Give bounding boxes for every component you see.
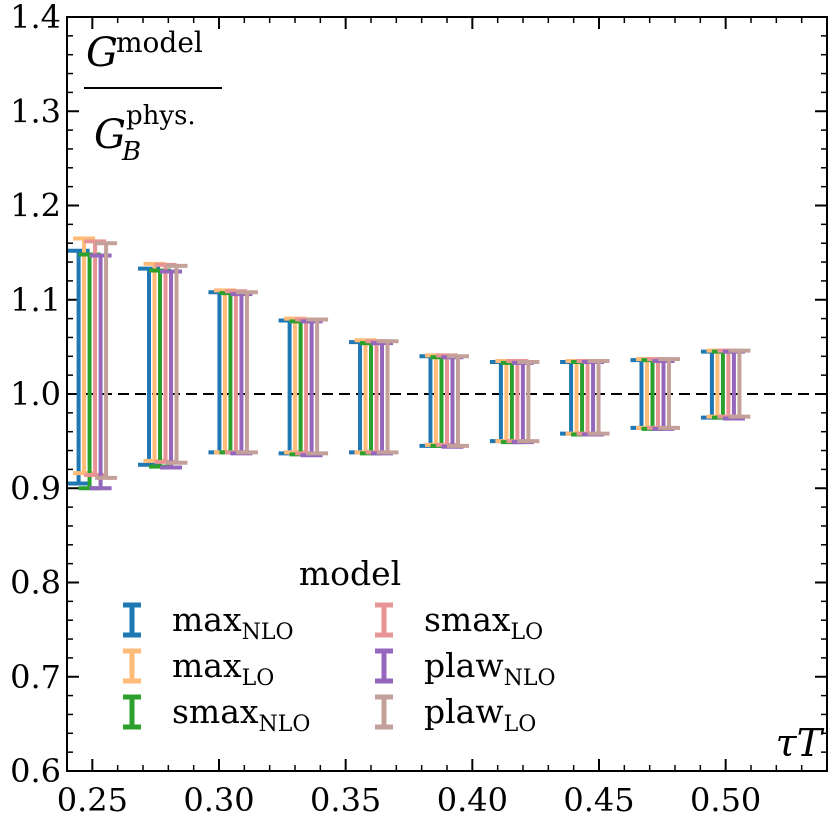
legend-item-plaw-NLO: plawNLO — [375, 646, 556, 691]
legend-item-max-NLO: maxNLO — [123, 600, 293, 645]
legend: model maxNLOmaxLOsmaxNLOsmaxLOplawNLOpla… — [123, 554, 556, 737]
legend-label-sub: LO — [504, 712, 537, 737]
legend-label: plawNLO — [424, 646, 556, 691]
plot-frame — [66, 16, 828, 772]
legend-label-main: max — [172, 646, 242, 685]
legend-label-sub: LO — [511, 620, 544, 645]
legend-label-main: smax — [424, 600, 511, 639]
legend-label: maxNLO — [172, 600, 293, 645]
y-tick-label: 0.6 — [10, 752, 61, 790]
ylabel-denominator-sub: B — [121, 137, 141, 167]
errorbar — [446, 354, 469, 448]
ylabel-denominator-sup: phys. — [126, 101, 196, 131]
legend-label-sub: LO — [242, 666, 275, 691]
series-plaw-LO — [95, 241, 751, 480]
legend-label-main: smax — [172, 692, 259, 731]
errorbar — [165, 263, 188, 465]
errorbar — [728, 348, 751, 419]
legend-label: smaxNLO — [172, 692, 310, 737]
y-tick-label: 1.3 — [10, 92, 61, 130]
x-tick-label: 0.50 — [690, 781, 761, 819]
errorbar — [517, 359, 540, 444]
legend-label-sub: NLO — [504, 666, 556, 691]
errorbar — [657, 357, 680, 430]
errorbar — [235, 290, 258, 455]
y-tick-label: 1.0 — [10, 375, 61, 413]
legend-label-sub: NLO — [259, 712, 311, 737]
x-tick-label: 0.30 — [183, 781, 254, 819]
ylabel-denominator: G — [94, 112, 126, 158]
legend-item-plaw-LO: plawLO — [375, 692, 536, 737]
legend-label-main: plaw — [424, 692, 504, 731]
errorbar — [376, 339, 399, 455]
legend-label-main: plaw — [424, 646, 504, 685]
errorbar — [587, 359, 610, 436]
ylabel-numerator: G — [86, 30, 118, 76]
errorbar — [306, 317, 329, 456]
legend-label-sub: NLO — [242, 620, 294, 645]
legend-title: model — [299, 554, 401, 593]
legend-label: maxLO — [172, 646, 274, 691]
legend-label: plawLO — [424, 692, 536, 737]
legend-label: smaxLO — [424, 600, 543, 645]
errorbars-layer — [67, 236, 751, 491]
x-tick-label: 0.35 — [310, 781, 381, 819]
y-tick-label: 1.2 — [10, 187, 61, 225]
y-tick-label: 1.4 — [10, 0, 61, 36]
legend-item-smax-LO: smaxLO — [375, 600, 543, 645]
legend-label-main: max — [172, 600, 242, 639]
y-tick-label: 0.7 — [10, 658, 61, 696]
ylabel-numerator-sup: model — [116, 26, 203, 59]
x-tick-label: 0.45 — [563, 781, 634, 819]
errorbar — [95, 241, 118, 480]
legend-item-max-LO: maxLO — [123, 646, 274, 691]
ticks-layer: 0.6 0.7 0.8 0.9 1.0 1.1 1.2 1.3 1.4 0.25 0.30 0.35 0… — [10, 0, 828, 819]
y-tick-label: 0.8 — [10, 564, 61, 602]
y-tick-label: 1.1 — [10, 281, 61, 319]
x-tick-label: 0.25 — [57, 781, 128, 819]
y-axis-label: G model G B phys. — [84, 26, 222, 167]
legend-item-smax-NLO: smaxNLO — [123, 692, 310, 737]
x-tick-label: 0.40 — [437, 781, 508, 819]
y-tick-label: 0.9 — [10, 469, 61, 507]
x-axis-label: τT — [776, 721, 825, 765]
